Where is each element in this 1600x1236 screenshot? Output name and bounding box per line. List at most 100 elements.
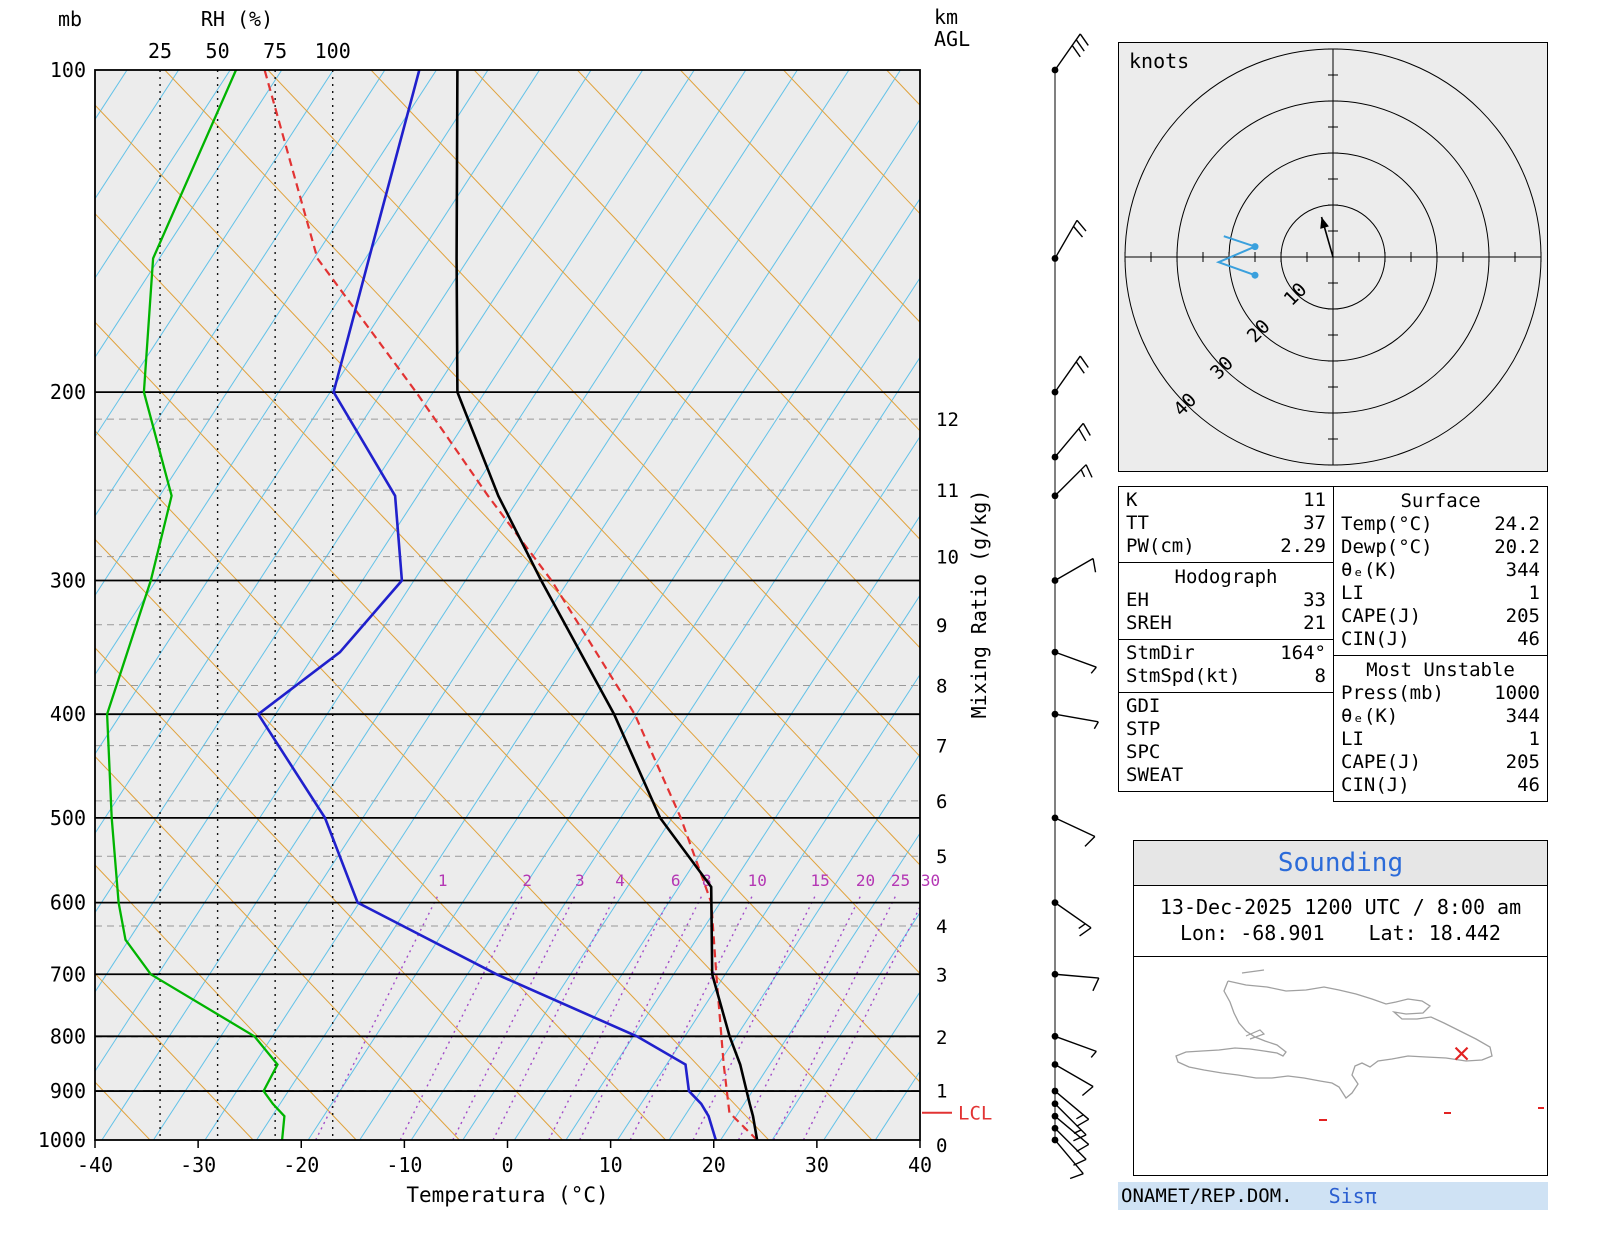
row-label: CAPE(J) — [1341, 605, 1422, 627]
row-label: LI — [1341, 582, 1364, 604]
mixing-ratio-labels: 1 2 3 4 6 8 10 15 20 25 30 — [438, 871, 940, 890]
table-row: StmSpd(kt) 8 — [1119, 665, 1333, 688]
svg-text:20: 20 — [702, 1153, 726, 1177]
index-box-title: Surface — [1400, 490, 1481, 512]
hodograph-panel: 10 20 30 40 knots — [1118, 42, 1548, 472]
row-value: 8 — [1314, 665, 1326, 687]
index-box: GDI STP SPC SWEAT — [1118, 692, 1334, 792]
svg-text:Mixing Ratio (g/kg): Mixing Ratio (g/kg) — [967, 490, 991, 719]
svg-text:40: 40 — [908, 1153, 932, 1177]
hodograph-ring-label: 10 — [1280, 279, 1312, 311]
tortuga-island — [1241, 969, 1265, 974]
svg-text:3: 3 — [936, 964, 947, 986]
indices-column-left: K 11 TT 37 PW(cm) 2.29 Hodograph EH 33 SREH 21 StmD… — [1118, 486, 1334, 792]
svg-text:30: 30 — [805, 1153, 829, 1177]
row-label: GDI — [1126, 695, 1161, 717]
svg-text:1: 1 — [936, 1081, 947, 1103]
row-label: Press(mb) — [1341, 682, 1444, 704]
sounding-datetime: 13-Dec-2025 1200 UTC / 8:00 am — [1159, 895, 1522, 919]
wind-barbs — [1051, 33, 1100, 1180]
table-row: θₑ(K) 344 — [1334, 705, 1547, 728]
row-value: 11 — [1303, 489, 1326, 511]
row-label: θₑ(K) — [1341, 705, 1399, 727]
table-row: PW(cm) 2.29 — [1119, 535, 1333, 558]
svg-text:3: 3 — [575, 871, 585, 890]
footer-brand-label: Sisπ — [1328, 1184, 1377, 1208]
svg-text:50: 50 — [206, 39, 230, 63]
rh_percent-curve — [105, 70, 286, 1140]
table-row: SPC — [1119, 741, 1333, 764]
hodograph-unit-label: knots — [1129, 49, 1190, 73]
row-value: 33 — [1303, 589, 1326, 611]
hodograph-ring-label: 40 — [1169, 389, 1201, 421]
table-row: EH 33 — [1119, 589, 1333, 612]
svg-text:1000: 1000 — [38, 1128, 86, 1152]
sounding-coordinates: Lon: -68.901 Lat: 18.442 — [1134, 920, 1547, 946]
row-label: StmSpd(kt) — [1126, 665, 1241, 687]
row-label: LI — [1341, 728, 1364, 750]
hodograph-trace — [1215, 235, 1258, 277]
index-box: Hodograph EH 33 SREH 21 — [1118, 562, 1334, 640]
table-row: θₑ(K) 344 — [1334, 559, 1547, 582]
row-value: 164° — [1280, 642, 1326, 664]
row-label: θₑ(K) — [1341, 559, 1399, 581]
svg-text:AGL: AGL — [934, 27, 970, 51]
row-value: 1 — [1528, 582, 1540, 604]
coastline — [1175, 980, 1493, 1099]
dewpoint_C-curve — [256, 70, 718, 1140]
row-label: StmDir — [1126, 642, 1195, 664]
hodograph-ring-label: 20 — [1243, 315, 1275, 347]
svg-text:8: 8 — [936, 675, 947, 697]
svg-text:6: 6 — [671, 871, 681, 890]
row-label: SWEAT — [1126, 764, 1184, 786]
row-value: 344 — [1505, 559, 1540, 581]
table-row: CAPE(J) 205 — [1334, 751, 1547, 774]
svg-text:km: km — [934, 5, 958, 29]
row-label: EH — [1126, 589, 1149, 611]
temperature_C-curve — [455, 70, 759, 1140]
footer: ONAMET/REP.DOM. Sisπ — [1118, 1182, 1548, 1210]
svg-text:1: 1 — [438, 871, 448, 890]
hodograph-ring — [1176, 100, 1490, 414]
svg-text:12: 12 — [936, 409, 959, 431]
row-value: 46 — [1517, 774, 1540, 796]
svg-text:100: 100 — [315, 39, 351, 63]
index-box: StmDir 164° StmSpd(kt) 8 — [1118, 639, 1334, 693]
svg-text:Temperatura (°C): Temperatura (°C) — [406, 1183, 608, 1207]
hodograph-ring — [1124, 48, 1542, 466]
svg-text:25: 25 — [148, 39, 172, 63]
row-label: SPC — [1126, 741, 1161, 763]
svg-text:100: 100 — [50, 58, 86, 82]
row-label: K — [1126, 489, 1138, 511]
svg-text:10: 10 — [748, 871, 767, 890]
svg-text:7: 7 — [936, 736, 947, 758]
row-value: 20.2 — [1494, 536, 1540, 558]
svg-text:mb: mb — [58, 7, 82, 31]
gonave-island — [1245, 1029, 1266, 1040]
svg-text:-40: -40 — [77, 1153, 113, 1177]
hodograph-ring-label: 30 — [1206, 352, 1238, 384]
row-value: 46 — [1517, 628, 1540, 650]
row-value: 1 — [1528, 728, 1540, 750]
svg-text:11: 11 — [936, 480, 959, 502]
svg-text:25: 25 — [891, 871, 910, 890]
sounding-title: Sounding — [1134, 841, 1547, 886]
svg-text:10: 10 — [599, 1153, 623, 1177]
sounding-panel: Sounding 13-Dec-2025 1200 UTC / 8:00 am … — [1133, 840, 1548, 1176]
svg-text:-30: -30 — [180, 1153, 216, 1177]
row-value: 21 — [1303, 612, 1326, 634]
row-value: 205 — [1505, 605, 1540, 627]
svg-text:20: 20 — [856, 871, 875, 890]
sounding-longitude: Lon: -68.901 — [1180, 921, 1325, 945]
table-row: LI 1 — [1334, 728, 1547, 751]
hispaniola-map — [1175, 969, 1544, 1121]
table-row: K 11 — [1119, 489, 1333, 512]
index-box: Surface Temp(°C) 24.2 Dewp(°C) 20.2 θₑ(K) 344 L… — [1333, 486, 1548, 656]
row-label: PW(cm) — [1126, 535, 1195, 557]
index-box-title: Hodograph — [1174, 566, 1278, 588]
row-value: 2.29 — [1280, 535, 1326, 557]
svg-text:4: 4 — [615, 871, 625, 890]
svg-text:5: 5 — [936, 846, 947, 868]
row-value: 24.2 — [1494, 513, 1540, 535]
